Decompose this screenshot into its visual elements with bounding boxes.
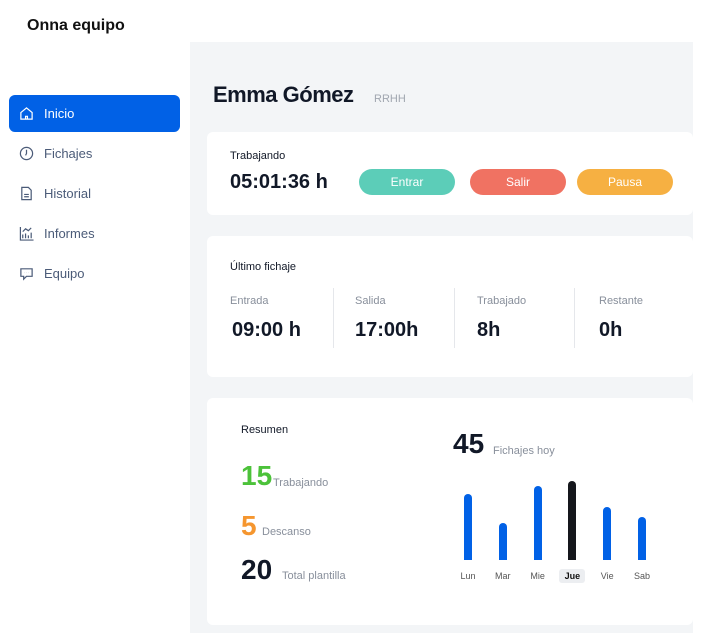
restante-label: Restante (599, 295, 644, 307)
bar-sab (638, 517, 646, 560)
pausa-button[interactable]: Pausa (577, 169, 673, 195)
salida-label: Salida (355, 295, 386, 307)
bar-mie (533, 486, 542, 560)
sidebar-item-label: Historial (44, 186, 91, 201)
salir-button[interactable]: Salir (470, 169, 566, 195)
summary-card (207, 398, 693, 625)
app-title: Onna equipo (27, 17, 125, 34)
page-title: Emma Gómez (213, 82, 354, 107)
divider (454, 288, 455, 348)
sidebar-item-equipo[interactable]: Equipo (9, 255, 180, 292)
top-bar (190, 0, 693, 42)
chart-icon (19, 226, 34, 241)
day-label-jue[interactable]: Jue (559, 569, 586, 583)
sidebar-item-label: Informes (44, 226, 95, 241)
total-count: 20 (241, 554, 273, 585)
entrada-value: 09:00 h (232, 319, 301, 341)
bar-jue (568, 481, 577, 560)
last-entry-title: Último fichaje (230, 261, 297, 273)
bar-lun (464, 494, 472, 560)
break-count: 5 (241, 510, 257, 541)
fichajes-label: Fichajes hoy (493, 445, 555, 457)
divider (333, 288, 334, 348)
chat-icon (20, 268, 33, 281)
sidebar-item-label: Inicio (44, 106, 75, 121)
entrada-label: Entrada (230, 295, 269, 307)
sidebar-item-label: Equipo (44, 266, 85, 281)
sidebar-item-inicio[interactable]: Inicio (9, 95, 180, 132)
sidebar-item-label: Fichajes (44, 146, 93, 161)
total-label: Total plantilla (282, 570, 346, 582)
sidebar-item-historial[interactable]: Historial (9, 175, 180, 212)
department-label: RRHH (374, 93, 406, 105)
sidebar-item-fichajes[interactable]: Fichajes (9, 135, 180, 172)
bar-mar (498, 523, 507, 560)
restante-value: 0h (599, 319, 623, 341)
sidebar-item-informes[interactable]: Informes (9, 215, 180, 252)
day-label-lun[interactable]: Lun (460, 571, 476, 581)
trabajado-label: Trabajado (477, 295, 527, 307)
day-label-sab[interactable]: Sab (633, 571, 650, 581)
worked-time: 05:01:36 h (230, 171, 328, 193)
entrar-button[interactable]: Entrar (359, 169, 455, 195)
bar-vie (603, 507, 612, 560)
sidebar: Onna equipo Inicio Fichajes Historial In… (0, 0, 190, 633)
status-label: Trabajando (230, 150, 286, 162)
divider (574, 288, 575, 348)
trabajado-value: 8h (477, 319, 501, 341)
working-count: 15 (241, 460, 273, 491)
last-entry-card (207, 236, 693, 377)
day-label-mie[interactable]: Mie (530, 571, 545, 581)
summary-title: Resumen (241, 424, 289, 436)
clock-icon (19, 146, 34, 161)
document-icon (21, 186, 32, 201)
fichajes-count: 45 (453, 428, 485, 459)
day-label-vie[interactable]: Vie (600, 571, 614, 581)
break-label: Descanso (262, 526, 311, 538)
salida-value: 17:00h (355, 319, 419, 341)
working-label: Trabajando (273, 477, 329, 489)
day-label-mar[interactable]: Mar (495, 571, 511, 581)
home-icon (20, 107, 33, 120)
